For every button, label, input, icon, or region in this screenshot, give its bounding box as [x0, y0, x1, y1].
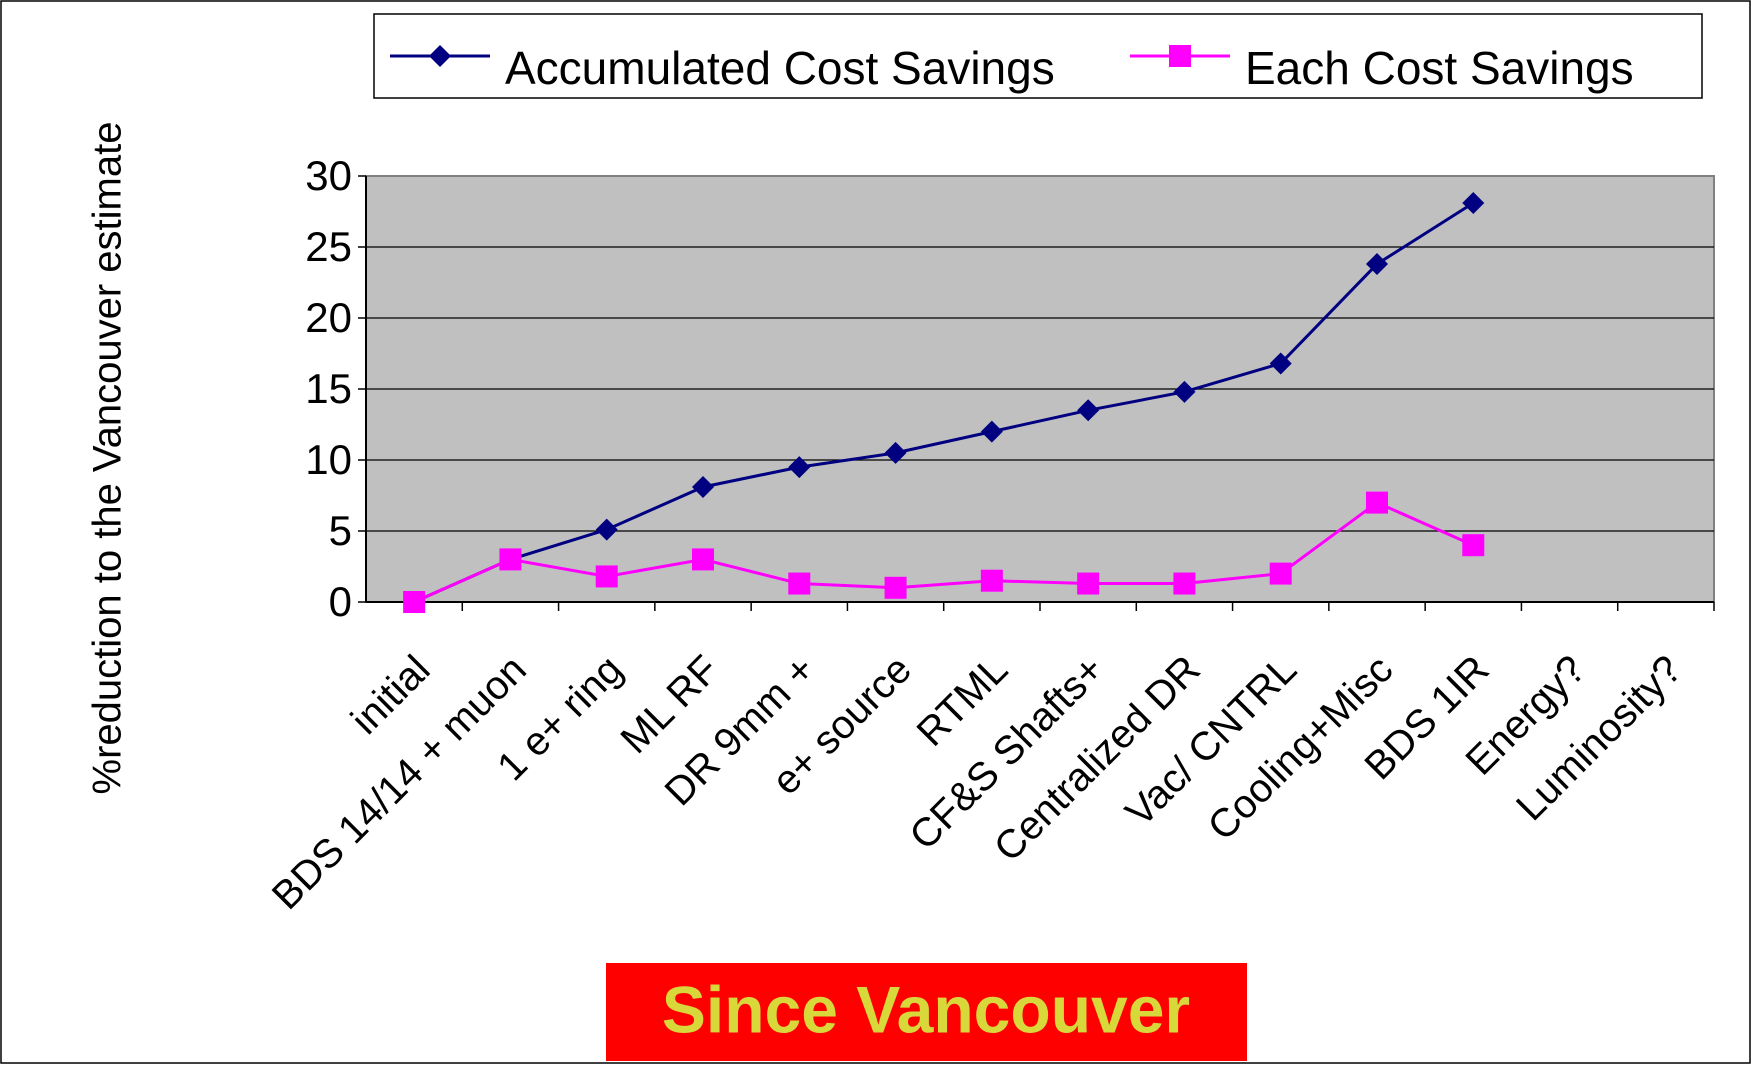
data-point	[1077, 572, 1100, 595]
data-point	[1462, 191, 1485, 214]
series-line	[413, 500, 1474, 604]
data-point	[1169, 45, 1191, 67]
data-point	[788, 456, 811, 479]
annotation-box	[606, 963, 1247, 1061]
data-point	[692, 475, 714, 498]
data-point	[429, 45, 451, 67]
y-tick-label: 0	[329, 578, 352, 625]
series-line	[413, 201, 1475, 604]
data-point	[1173, 380, 1196, 403]
y-tick-label: 10	[305, 436, 352, 483]
y-tick-label: 15	[305, 365, 352, 412]
annotation: Since Vancouver	[662, 972, 1190, 1046]
data-point	[1269, 562, 1292, 585]
data-point	[980, 420, 1003, 443]
data-point	[1173, 572, 1196, 595]
data-point	[788, 572, 811, 595]
data-point	[884, 576, 907, 599]
legend-label: Accumulated Cost Savings	[505, 42, 1055, 94]
data-point	[403, 591, 426, 613]
legend-box	[373, 13, 1703, 99]
y-tick-label: 25	[305, 223, 352, 270]
data-point	[595, 518, 618, 541]
data-point	[884, 441, 907, 464]
data-point	[595, 565, 618, 588]
data-point	[1366, 491, 1388, 514]
series	[403, 491, 1485, 613]
data-point	[980, 569, 1003, 592]
data-point	[1269, 352, 1292, 375]
y-tick-label: 20	[305, 294, 352, 341]
y-tick-label: 5	[329, 507, 352, 554]
data-point	[692, 548, 714, 571]
data-point	[499, 548, 522, 571]
y-axis-title: %reduction to the Vancouver estimate	[86, 122, 130, 795]
data-point	[1462, 534, 1485, 557]
y-tick-label: 30	[305, 152, 352, 199]
legend-label: Each Cost Savings	[1245, 42, 1634, 94]
data-point	[1366, 253, 1388, 276]
data-point	[1077, 399, 1100, 422]
